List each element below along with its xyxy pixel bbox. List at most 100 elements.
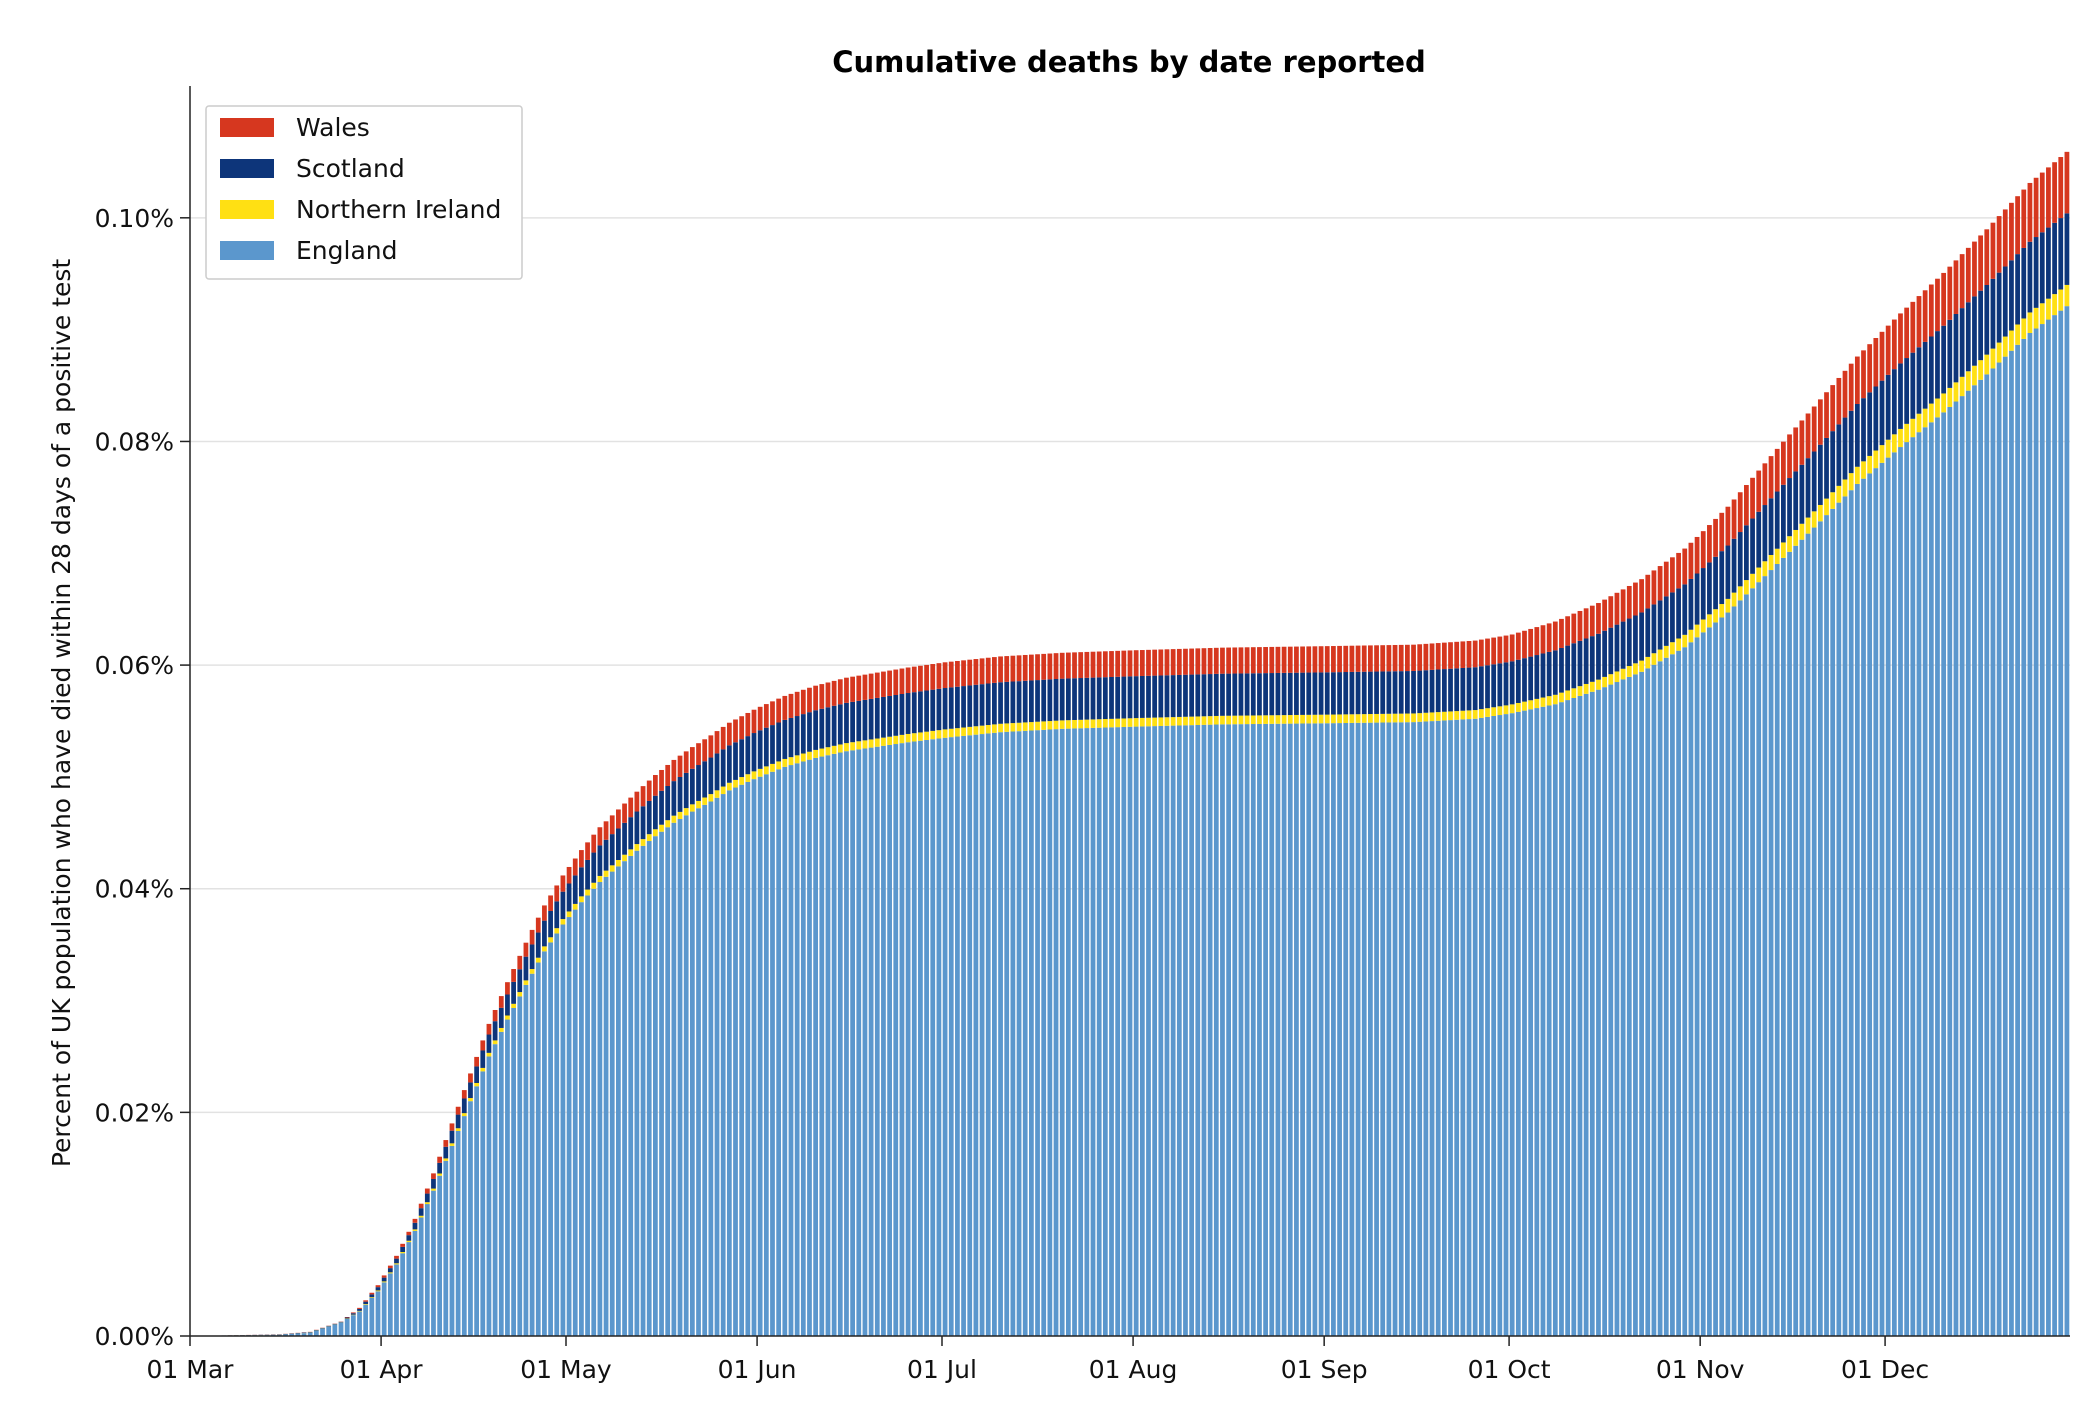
bar-segment-scotland: [943, 688, 948, 729]
bar-segment-wales: [1460, 641, 1465, 668]
bar-segment-wales: [782, 696, 787, 720]
bar-segment-wales: [1189, 649, 1194, 675]
bar-segment-northern-ireland: [425, 1202, 430, 1204]
bar-segment-wales: [1029, 655, 1034, 681]
bar-segment-england: [1843, 496, 1848, 1336]
bar-segment-england: [1652, 665, 1657, 1336]
bar-segment-wales: [413, 1219, 418, 1223]
bar-segment-northern-ireland: [1954, 382, 1959, 401]
bar-segment-england: [912, 742, 917, 1337]
bar-segment-wales: [1350, 646, 1355, 672]
bar-segment-northern-ireland: [542, 946, 547, 951]
bar-segment-wales: [1208, 648, 1213, 674]
bar-segment-england: [1873, 468, 1878, 1336]
bar-segment-northern-ireland: [1510, 704, 1515, 713]
bar-segment-wales: [493, 1010, 498, 1021]
bar-segment-scotland: [992, 683, 997, 725]
bar-segment-scotland: [413, 1223, 418, 1230]
bar-segment-england: [998, 732, 1003, 1336]
bar-segment-england: [462, 1116, 467, 1336]
bar-segment-scotland: [1682, 584, 1687, 634]
bar-segment-scotland: [1011, 682, 1016, 724]
bar-segment-scotland: [1738, 532, 1743, 586]
bar-segment-wales: [819, 684, 824, 709]
bar-segment-england: [665, 827, 670, 1336]
bar-segment-northern-ireland: [1528, 700, 1533, 709]
bar-segment-england: [727, 790, 732, 1336]
bar-segment-england: [1763, 576, 1768, 1336]
bar-segment-wales: [1023, 655, 1028, 681]
bar-segment-england: [2021, 339, 2026, 1336]
bar-segment-wales: [1707, 525, 1712, 562]
bar-segment-northern-ireland: [1504, 705, 1509, 714]
bar-segment-wales: [1701, 531, 1706, 568]
bar-segment-england: [505, 1020, 510, 1336]
bar-segment-england: [671, 823, 676, 1336]
bar-segment-wales: [1966, 248, 1971, 302]
bar-segment-scotland: [1245, 673, 1250, 715]
bar-segment-england: [1454, 720, 1459, 1336]
bar-segment-northern-ireland: [394, 1263, 399, 1264]
bar-segment-wales: [653, 775, 658, 796]
bar-segment-wales: [1904, 308, 1909, 358]
bar-segment-england: [918, 741, 923, 1336]
bar-segment-northern-ireland: [1892, 434, 1897, 452]
bar-segment-wales: [1578, 611, 1583, 641]
bar-segment-scotland: [1374, 672, 1379, 714]
bar-segment-scotland: [493, 1021, 498, 1040]
bar-segment-wales: [1596, 603, 1601, 634]
bar-segment-england: [567, 917, 572, 1336]
bar-segment-scotland: [1023, 681, 1028, 723]
bar-segment-northern-ireland: [647, 834, 652, 841]
bar-segment-scotland: [1910, 353, 1915, 419]
bar-segment-england: [1744, 594, 1749, 1336]
bar-segment-england: [1978, 380, 1983, 1336]
bar-segment-northern-ireland: [1658, 650, 1663, 662]
bar-segment-england: [678, 819, 683, 1336]
bar-segment-wales: [1356, 646, 1361, 672]
bar-segment-scotland: [813, 710, 818, 750]
bar-segment-scotland: [2046, 228, 2051, 299]
bar-segment-northern-ireland: [2015, 324, 2020, 344]
bar-segment-england: [1497, 715, 1502, 1336]
bar-segment-northern-ireland: [2021, 318, 2026, 338]
bar-segment-northern-ireland: [573, 904, 578, 910]
bar-segment-wales: [628, 798, 633, 818]
bar-segment-scotland: [1880, 381, 1885, 445]
bar-segment-scotland: [1343, 672, 1348, 714]
bar-segment-scotland: [443, 1147, 448, 1159]
bar-segment-scotland: [739, 739, 744, 777]
bar-segment-england: [511, 1008, 516, 1336]
bar-segment-wales: [1812, 407, 1817, 452]
bar-segment-scotland: [524, 957, 529, 981]
bar-segment-wales: [1750, 478, 1755, 519]
bar-segment-scotland: [1214, 674, 1219, 716]
bar-segment-scotland: [351, 1313, 356, 1314]
bar-segment-wales: [856, 676, 861, 701]
bar-segment-northern-ireland: [1886, 440, 1891, 458]
bar-segment-wales: [863, 675, 868, 700]
bar-segment-england: [1726, 613, 1731, 1336]
bar-segment-england: [1633, 674, 1638, 1336]
bar-segment-northern-ireland: [1306, 715, 1311, 724]
bar-segment-scotland: [622, 823, 627, 855]
bar-segment-northern-ireland: [530, 969, 535, 974]
legend-swatch-northern-ireland: [220, 200, 274, 219]
bar-segment-northern-ireland: [1140, 718, 1145, 727]
bar-segment-northern-ireland: [1417, 713, 1422, 722]
bar-segment-wales: [801, 690, 806, 714]
bar-segment-england: [1935, 417, 1940, 1336]
bar-segment-scotland: [881, 697, 886, 738]
bar-segment-scotland: [400, 1247, 405, 1252]
bar-segment-scotland: [1978, 291, 1983, 360]
bar-segment-wales: [1726, 507, 1731, 546]
bar-segment-northern-ireland: [376, 1290, 381, 1291]
bar-segment-england: [1165, 726, 1170, 1336]
bar-segment-scotland: [1232, 674, 1237, 716]
bar-segment-england: [1362, 723, 1367, 1336]
bar-segment-northern-ireland: [1972, 366, 1977, 386]
bar-segment-wales: [1313, 646, 1318, 672]
bar-segment-scotland: [369, 1294, 374, 1297]
bar-segment-scotland: [1596, 634, 1601, 680]
bar-segment-scotland: [1337, 672, 1342, 714]
